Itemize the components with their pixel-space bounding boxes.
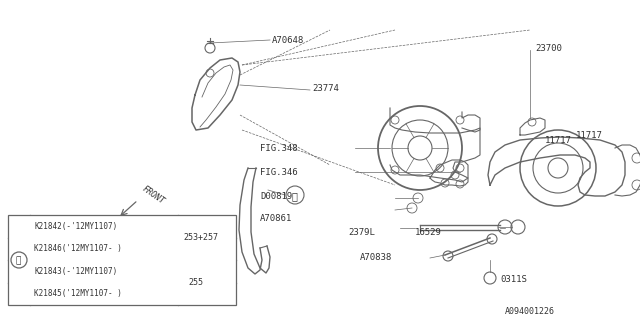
- Text: A70838: A70838: [360, 253, 392, 262]
- Text: 255: 255: [188, 278, 203, 287]
- Text: 2379L: 2379L: [348, 228, 375, 236]
- Text: 23700: 23700: [535, 44, 562, 52]
- Text: K21842(-'12MY1107): K21842(-'12MY1107): [34, 222, 117, 231]
- Text: 23774: 23774: [312, 84, 339, 92]
- Text: 16529: 16529: [415, 228, 442, 236]
- Text: ①: ①: [291, 191, 297, 201]
- Text: A70861: A70861: [260, 213, 292, 222]
- Text: A094001226: A094001226: [505, 308, 555, 316]
- Text: K21846('12MY1107- ): K21846('12MY1107- ): [34, 244, 122, 253]
- Text: K21843(-'12MY1107): K21843(-'12MY1107): [34, 267, 117, 276]
- Text: FRONT: FRONT: [140, 184, 166, 206]
- Text: FIG.348: FIG.348: [260, 143, 298, 153]
- Text: 11717: 11717: [576, 131, 603, 140]
- Text: 11717: 11717: [545, 135, 572, 145]
- Text: K21845('12MY1107- ): K21845('12MY1107- ): [34, 289, 122, 298]
- Text: A70648: A70648: [272, 36, 304, 44]
- Text: ①: ①: [15, 257, 20, 266]
- Text: D00819: D00819: [260, 191, 292, 201]
- Text: 253+257: 253+257: [183, 233, 218, 242]
- Bar: [8, 215, 236, 305]
- Text: 0311S: 0311S: [500, 276, 527, 284]
- Text: FIG.346: FIG.346: [260, 167, 298, 177]
